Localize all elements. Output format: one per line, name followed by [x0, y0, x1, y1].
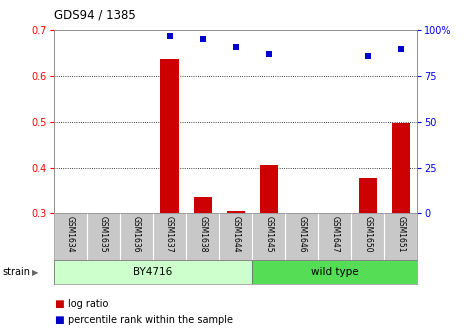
Text: GSM1636: GSM1636 [132, 216, 141, 252]
Bar [359, 178, 377, 213]
Text: GSM1638: GSM1638 [198, 216, 207, 252]
Text: GSM1644: GSM1644 [231, 216, 240, 252]
Text: ■: ■ [54, 315, 64, 325]
Point [364, 53, 371, 58]
Text: percentile rank within the sample: percentile rank within the sample [68, 315, 233, 325]
Text: ■: ■ [54, 299, 64, 309]
Text: BY4716: BY4716 [134, 267, 173, 277]
Text: GSM1647: GSM1647 [330, 216, 339, 252]
Bar [392, 123, 410, 213]
Bar [54, 260, 252, 284]
Point [397, 46, 405, 51]
Text: ▶: ▶ [32, 268, 38, 277]
Text: GSM1646: GSM1646 [297, 216, 306, 252]
Text: GSM1634: GSM1634 [66, 216, 75, 252]
Bar [252, 260, 417, 284]
Point [199, 37, 206, 42]
Bar [227, 211, 245, 213]
Text: GSM1635: GSM1635 [99, 216, 108, 252]
Point [166, 33, 174, 38]
Text: wild type: wild type [311, 267, 359, 277]
Bar [160, 58, 179, 213]
Bar [194, 197, 212, 213]
Text: GSM1650: GSM1650 [363, 216, 372, 252]
Text: GSM1637: GSM1637 [165, 216, 174, 252]
Point [232, 44, 240, 49]
Text: log ratio: log ratio [68, 299, 108, 309]
Text: strain: strain [2, 267, 30, 277]
Text: GSM1645: GSM1645 [264, 216, 273, 252]
Point [265, 51, 272, 57]
Text: GDS94 / 1385: GDS94 / 1385 [54, 9, 136, 22]
Bar [260, 165, 278, 213]
Text: GSM1651: GSM1651 [396, 216, 405, 252]
